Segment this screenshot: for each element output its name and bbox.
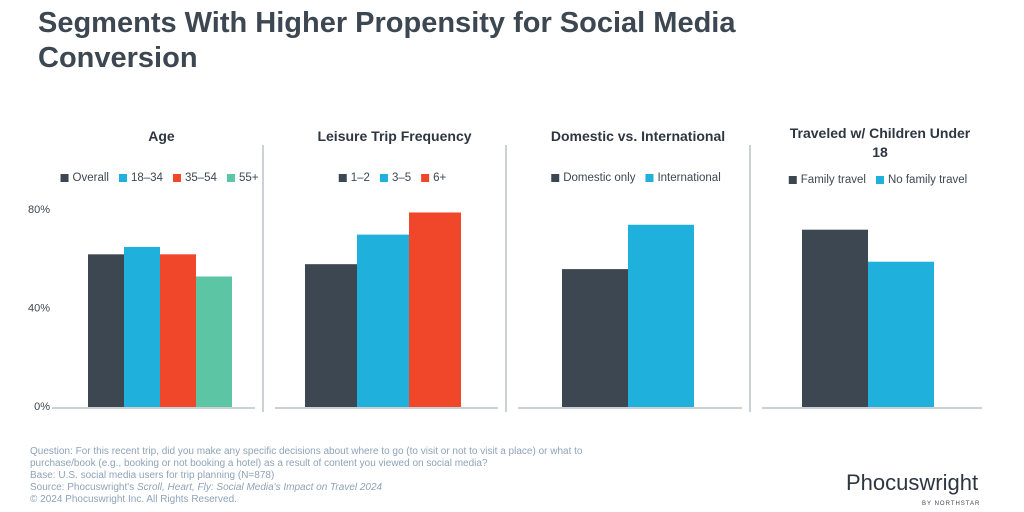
bar bbox=[88, 254, 124, 407]
question: Question: For this recent trip, did you … bbox=[30, 446, 583, 469]
legend-swatch bbox=[379, 174, 388, 182]
y-tick-label: 0% bbox=[34, 401, 50, 413]
legend-swatch bbox=[421, 174, 430, 182]
bar bbox=[305, 264, 357, 407]
legend-swatch bbox=[645, 174, 654, 182]
legend-swatch bbox=[788, 176, 797, 184]
bar bbox=[196, 276, 232, 407]
legend-label: 55+ bbox=[239, 172, 259, 184]
legend-swatch bbox=[338, 174, 347, 182]
legend-swatch bbox=[226, 174, 235, 182]
copyright: © 2024 Phocuswright Inc. All Rights Rese… bbox=[30, 494, 237, 505]
panel-title: Leisure Trip Frequency bbox=[317, 128, 472, 144]
legend-label: Overall bbox=[73, 172, 109, 184]
logo-tagline: BY NORTHSTAR bbox=[922, 501, 981, 507]
source-title: Scroll, Heart, Fly: Social Media's Impac… bbox=[136, 482, 383, 493]
bar bbox=[868, 261, 934, 407]
panel-title: Age bbox=[148, 128, 175, 144]
legend-label: 1–2 bbox=[351, 172, 370, 184]
legend-swatch bbox=[60, 174, 69, 182]
bar bbox=[409, 212, 461, 407]
legend-label: International bbox=[657, 172, 720, 184]
bar bbox=[562, 269, 628, 407]
legend-label: Family travel bbox=[801, 174, 866, 186]
panel-title: Traveled w/ Children Under 18 bbox=[789, 125, 971, 160]
source-prefix: Source: Phocuswright's bbox=[30, 482, 135, 493]
legend-label: 18–34 bbox=[131, 172, 164, 184]
bar bbox=[124, 246, 160, 407]
legend-swatch bbox=[172, 174, 181, 182]
logo: Phocuswright bbox=[846, 470, 979, 495]
y-tick-label: 80% bbox=[28, 204, 50, 216]
legend-label: No family travel bbox=[888, 174, 967, 186]
legend-swatch bbox=[875, 176, 884, 184]
panel-title: Domestic vs. International bbox=[550, 128, 726, 144]
legend-label: 3–5 bbox=[392, 172, 411, 184]
legend-swatch bbox=[118, 174, 127, 182]
legend-swatch bbox=[551, 174, 560, 182]
page-title: Segments With Higher Propensity for Soci… bbox=[38, 7, 736, 74]
source: Source: Phocuswright's Scroll, Heart, Fl… bbox=[30, 482, 600, 494]
footnotes: Question: For this recent trip, did you … bbox=[30, 446, 600, 506]
bar bbox=[160, 254, 196, 407]
legend-label: Domestic only bbox=[563, 172, 635, 184]
legend-label: 35–54 bbox=[185, 172, 218, 184]
bar bbox=[802, 229, 868, 407]
legend-label: 6+ bbox=[433, 172, 446, 184]
base: Base: U.S. social media users for trip p… bbox=[30, 470, 275, 481]
bar bbox=[628, 224, 694, 407]
bar bbox=[357, 234, 409, 407]
y-tick-label: 40% bbox=[28, 302, 50, 314]
